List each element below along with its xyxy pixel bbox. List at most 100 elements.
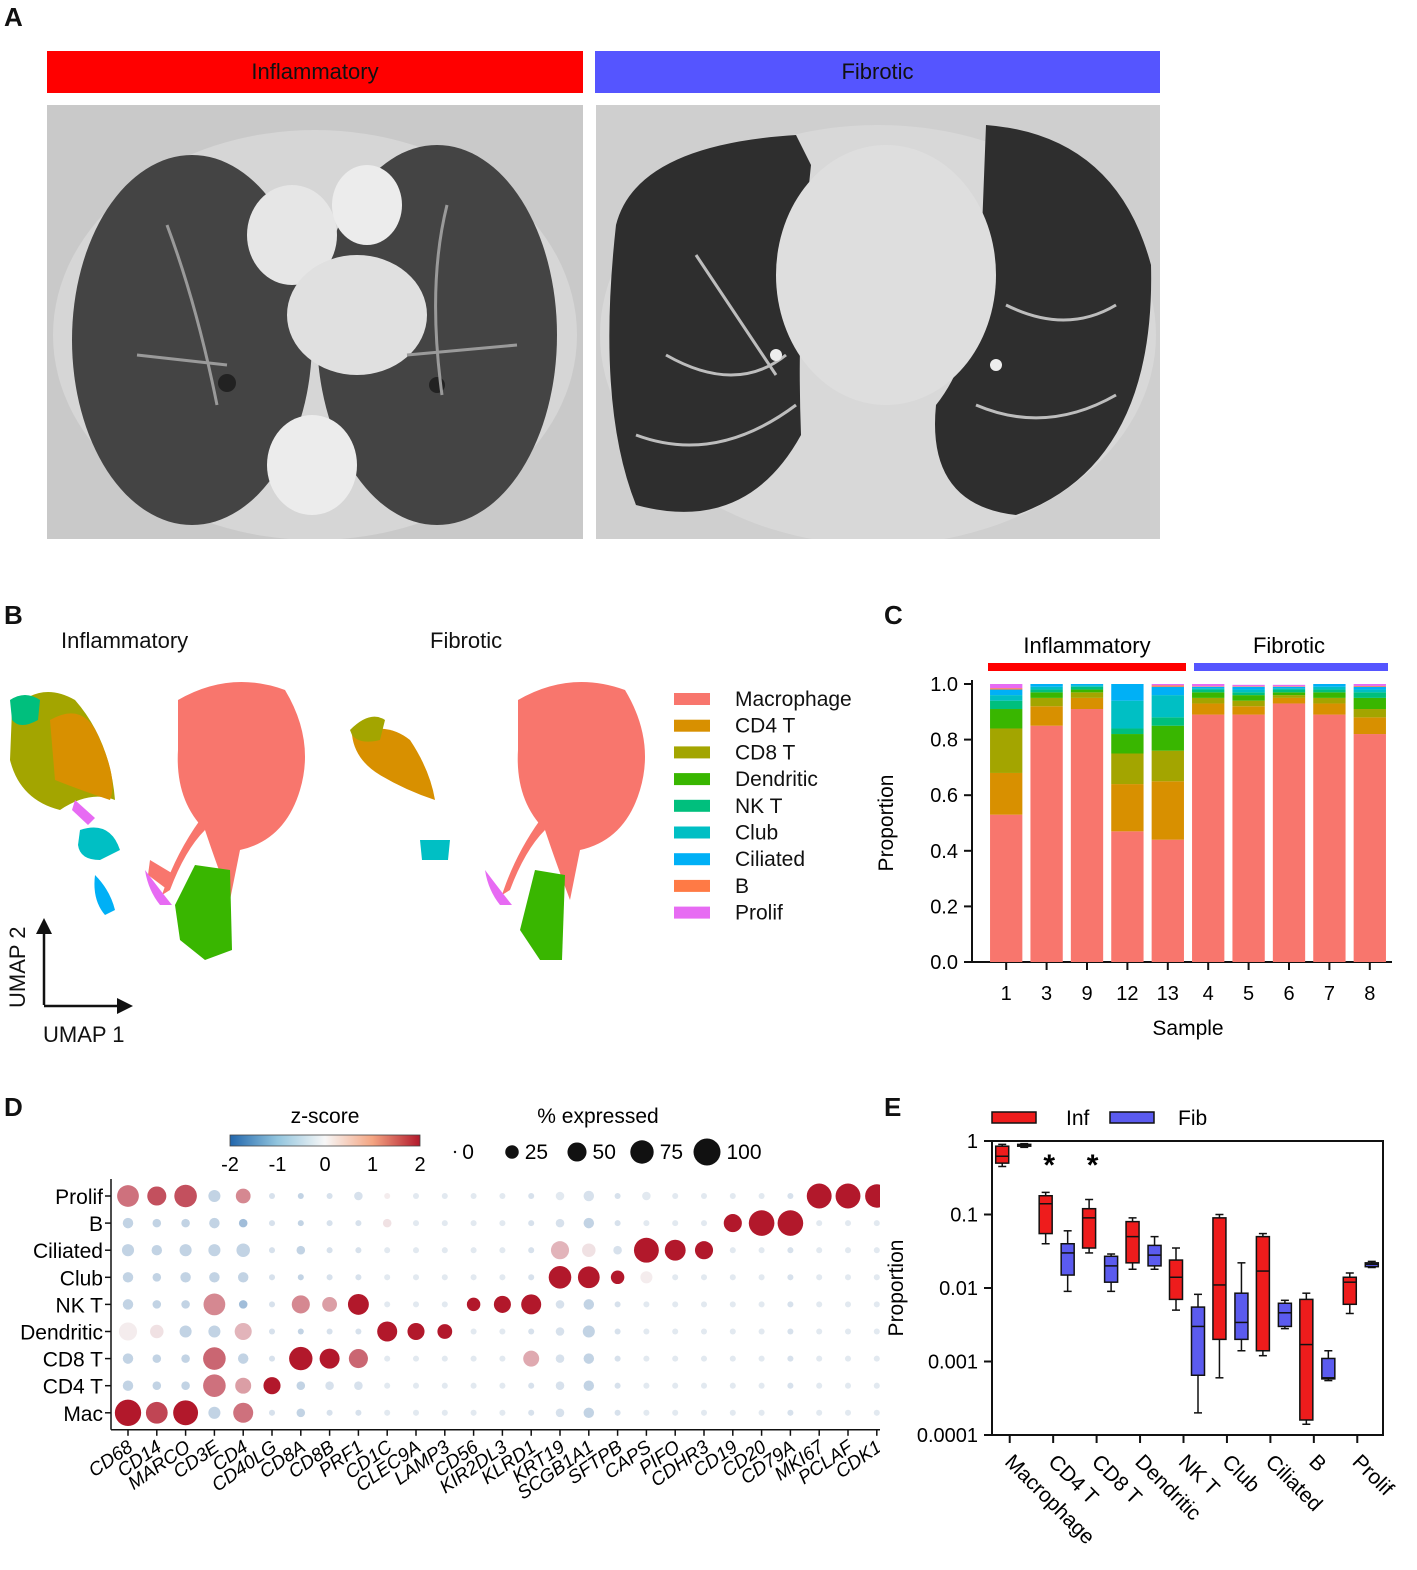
bar-seg-4-5 — [1192, 688, 1225, 690]
dot-Ciliated-CD1C — [384, 1247, 391, 1254]
box-Inf-NK T — [1168, 1259, 1184, 1301]
e-legend-label-inf: Inf — [1066, 1107, 1090, 1130]
dot-Club-CD40LG — [268, 1274, 276, 1281]
dot-Dendritic-MARCO — [179, 1325, 192, 1338]
dot-Prolif-CD79A — [787, 1192, 794, 1200]
dot-Dendritic-CD20 — [758, 1328, 765, 1335]
dot-Club-KIR2DL3 — [499, 1274, 506, 1281]
dot-Ciliated-SCGB1A1 — [582, 1243, 596, 1257]
dot-CD8 T-CLEC9A — [412, 1355, 420, 1362]
dot-Prolif-PRF1 — [354, 1191, 363, 1201]
bar-seg-7-5 — [1313, 686, 1346, 690]
dot-B-CDHR3 — [700, 1220, 708, 1227]
dot-NK T-CD19 — [729, 1301, 736, 1308]
bar-seg-6-5 — [1272, 688, 1306, 690]
dot-Mac-CD8B — [326, 1409, 333, 1416]
dot-Club-CD1C — [384, 1274, 391, 1281]
dot-Prolif-MARCO — [174, 1184, 197, 1208]
box-Fib-Club — [1234, 1292, 1249, 1341]
bar-seg-13-6 — [1151, 686, 1184, 696]
bar-seg-6-4 — [1272, 689, 1306, 693]
bar-seg-3-0 — [1030, 725, 1063, 962]
dot-Mac-KIR2DL3 — [499, 1409, 506, 1416]
bar-seg-7-4 — [1313, 689, 1346, 693]
dot-CD8 T-CD79A — [787, 1355, 794, 1362]
dot-Club-CD8B — [326, 1274, 333, 1281]
size-legend-dot — [453, 1150, 457, 1154]
dot-Ciliated-PCLAF — [844, 1247, 852, 1254]
stacked-bar-chart: 0.00.20.40.60.81.01 3 9 12 13 4 5 6 7 8Inflammato… — [875, 633, 1392, 1040]
dot-B-SFTPB — [614, 1220, 621, 1227]
bar-seg-6-1 — [1272, 697, 1306, 704]
box-Inf-Prolif — [1342, 1276, 1358, 1306]
umap-axes — [36, 918, 133, 1014]
dot-Prolif-CD3E — [208, 1189, 221, 1203]
dot-NK T-CD1C — [384, 1301, 391, 1308]
dot-CD4 T-PIFO — [672, 1382, 679, 1389]
c-xtick-label: 4 — [1203, 983, 1214, 1005]
bar-seg-4-7 — [1192, 686, 1225, 687]
legend-swatch-8 — [674, 906, 710, 919]
dot-CD8 T-CD4 — [237, 1353, 249, 1364]
dot-CD8 T-CDHR3 — [700, 1355, 708, 1362]
bar-seg-8-7 — [1353, 685, 1386, 687]
panel-label-b: B — [4, 600, 23, 630]
dot-CD8 T-CD1C — [384, 1355, 391, 1362]
dot-Ciliated-CD20 — [758, 1247, 765, 1254]
row-label: Mac — [63, 1403, 103, 1426]
legend-swatch-4 — [674, 799, 710, 812]
dot-NK T-CD8A — [291, 1295, 310, 1314]
dot-Dendritic-CD68 — [118, 1322, 138, 1341]
bar-seg-4-2 — [1192, 697, 1225, 704]
dot-CD4 T-CD40LG — [263, 1377, 281, 1395]
dot-Mac-LAMP3 — [441, 1409, 448, 1416]
box-Inf-Club — [1212, 1217, 1227, 1341]
dot-Ciliated-PIFO — [664, 1239, 686, 1261]
c-xtick-label: 7 — [1324, 983, 1335, 1005]
dot-Club-PIFO — [672, 1274, 679, 1281]
dot-Ciliated-PRF1 — [355, 1247, 362, 1254]
dot-Ciliated-CD68 — [121, 1244, 135, 1257]
panel-label-e: E — [884, 1092, 902, 1122]
fibrotic-ct-image — [596, 105, 1160, 539]
dot-CD4 T-LAMP3 — [441, 1382, 448, 1389]
dot-CD4 T-PCLAF — [844, 1382, 852, 1389]
c-xtick-label: 5 — [1243, 983, 1254, 1005]
dot-Prolif-CLEC9A — [412, 1192, 420, 1200]
dot-B-CD19 — [723, 1214, 742, 1233]
dot-B-CD4 — [238, 1218, 248, 1228]
dot-NK T-CD8B — [322, 1297, 337, 1312]
dot-Club-CDHR3 — [700, 1274, 708, 1281]
dot-Mac-CD79A — [787, 1409, 794, 1416]
dot-Mac-MKI67 — [816, 1409, 823, 1416]
dot-NK T-CD68 — [122, 1299, 134, 1310]
dot-NK T-KRT19 — [555, 1300, 565, 1309]
c-xtick-label: 1 — [1001, 983, 1012, 1005]
dot-Club-CD79A — [787, 1274, 794, 1281]
bar-seg-5-7 — [1232, 686, 1265, 687]
dot-Dendritic-PCLAF — [844, 1328, 852, 1335]
e-xtick-label: Club — [1217, 1450, 1264, 1497]
dot-B-CDK1 — [873, 1220, 880, 1227]
size-legend-label: 25 — [525, 1141, 548, 1164]
dot-Mac-CD20 — [758, 1409, 765, 1416]
dot-NK T-CD40LG — [268, 1301, 276, 1308]
dot-CD4 T-MARCO — [181, 1381, 190, 1390]
dot-NK T-SCGB1A1 — [583, 1299, 595, 1310]
size-legend-dot — [505, 1145, 519, 1159]
dot-Prolif-PCLAF — [835, 1183, 861, 1209]
dot-CD8 T-KLRD1 — [523, 1350, 540, 1367]
bar-seg-8-1 — [1353, 717, 1386, 735]
bar-seg-1-6 — [990, 689, 1023, 696]
bar-seg-13-2 — [1151, 750, 1184, 782]
dot-CD8 T-LAMP3 — [441, 1355, 448, 1362]
dot-CD4 T-CDK1 — [873, 1382, 880, 1389]
dot-Prolif-LAMP3 — [441, 1192, 448, 1200]
bar-seg-1-3 — [990, 709, 1023, 729]
dot-CD4 T-KRT19 — [555, 1381, 565, 1390]
dot-NK T-KIR2DL3 — [493, 1295, 511, 1313]
bar-seg-3-5 — [1030, 686, 1063, 690]
dot-Club-CD14 — [152, 1273, 162, 1282]
dot-Club-KLRD1 — [528, 1274, 535, 1281]
e-legend-label-fib: Fib — [1178, 1107, 1207, 1130]
